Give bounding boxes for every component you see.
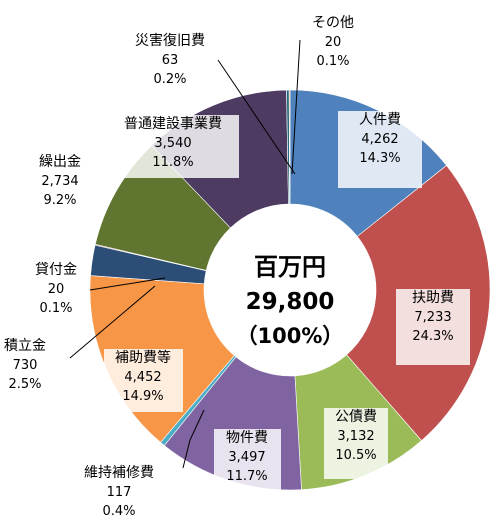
slice-label-name-8: 繰出金 <box>39 154 81 170</box>
slice-label-percent-2: 10.5% <box>335 448 376 463</box>
slice-label-percent-11: 0.1% <box>316 54 349 69</box>
leader-line-11 <box>291 39 301 175</box>
leader-line-6 <box>69 285 156 359</box>
label-box-3 <box>214 429 281 497</box>
slice-label-value-1: 7,233 <box>414 310 451 325</box>
center-title: 百万円 <box>254 253 326 281</box>
slice-label-name-1: 扶助費 <box>412 290 454 306</box>
center-total: 29,800 <box>246 289 335 315</box>
slice-label-percent-1: 24.3% <box>412 329 453 344</box>
slice-label-value-9: 3,540 <box>154 136 191 151</box>
chart-center-label: 百万円 29,800 （100%） <box>237 253 344 348</box>
label-box-1 <box>396 289 470 365</box>
slice-label-name-10: 災害復旧費 <box>135 32 205 49</box>
label-box-8 <box>30 153 92 213</box>
slice-label-value-0: 4,262 <box>361 132 398 147</box>
slice-11 <box>288 89 291 205</box>
slice-label-percent-0: 14.3% <box>359 151 400 166</box>
leader-line-7 <box>89 277 166 291</box>
slice-label-percent-9: 11.8% <box>152 155 193 170</box>
center-percent: （100%） <box>237 324 344 348</box>
slice-label-percent-10: 0.2% <box>153 72 186 87</box>
leader-lines <box>69 39 301 469</box>
slice-label-value-4: 117 <box>107 485 132 500</box>
slice-label-value-7: 20 <box>48 282 65 297</box>
slice-label-name-3: 物件費 <box>226 430 268 446</box>
label-box-0 <box>338 111 422 188</box>
slice-label-value-3: 3,497 <box>228 450 265 465</box>
slice-label-percent-4: 0.4% <box>102 504 135 519</box>
slice-label-name-7: 貸付金 <box>35 262 77 278</box>
slice-label-name-9: 普通建設事業費 <box>124 116 222 132</box>
slice-label-percent-7: 0.1% <box>39 301 72 316</box>
slice-labels: 人件費 4,262 14.3% 扶助費 7,233 24.3% 公債費 3,132 10.5% 物… <box>4 15 470 519</box>
slice-label-value-2: 3,132 <box>337 429 374 444</box>
slice-label-value-8: 2,734 <box>41 174 78 189</box>
slice-label-name-4: 維持補修費 <box>84 465 154 481</box>
label-box-2 <box>324 408 388 479</box>
leader-line-4 <box>182 409 205 469</box>
slice-label-value-5: 4,452 <box>124 370 161 385</box>
slice-label-name-2: 公債費 <box>335 409 377 425</box>
slice-label-value-6: 730 <box>13 358 38 373</box>
slice-label-name-0: 人件費 <box>359 112 401 128</box>
slice-label-percent-5: 14.9% <box>122 389 163 404</box>
slice-label-name-6: 積立金 <box>4 338 46 354</box>
slice-label-value-10: 63 <box>162 53 179 68</box>
slice-label-percent-3: 11.7% <box>226 469 267 484</box>
label-box-5 <box>104 349 183 412</box>
slice-label-percent-8: 9.2% <box>43 193 76 208</box>
slice-label-percent-6: 2.5% <box>8 377 41 392</box>
slice-label-name-11: その他 <box>312 15 354 31</box>
slice-label-value-11: 20 <box>325 35 342 50</box>
leader-line-10 <box>217 59 296 175</box>
slice-label-name-5: 補助費等 <box>115 349 171 366</box>
label-box-9 <box>111 115 239 178</box>
